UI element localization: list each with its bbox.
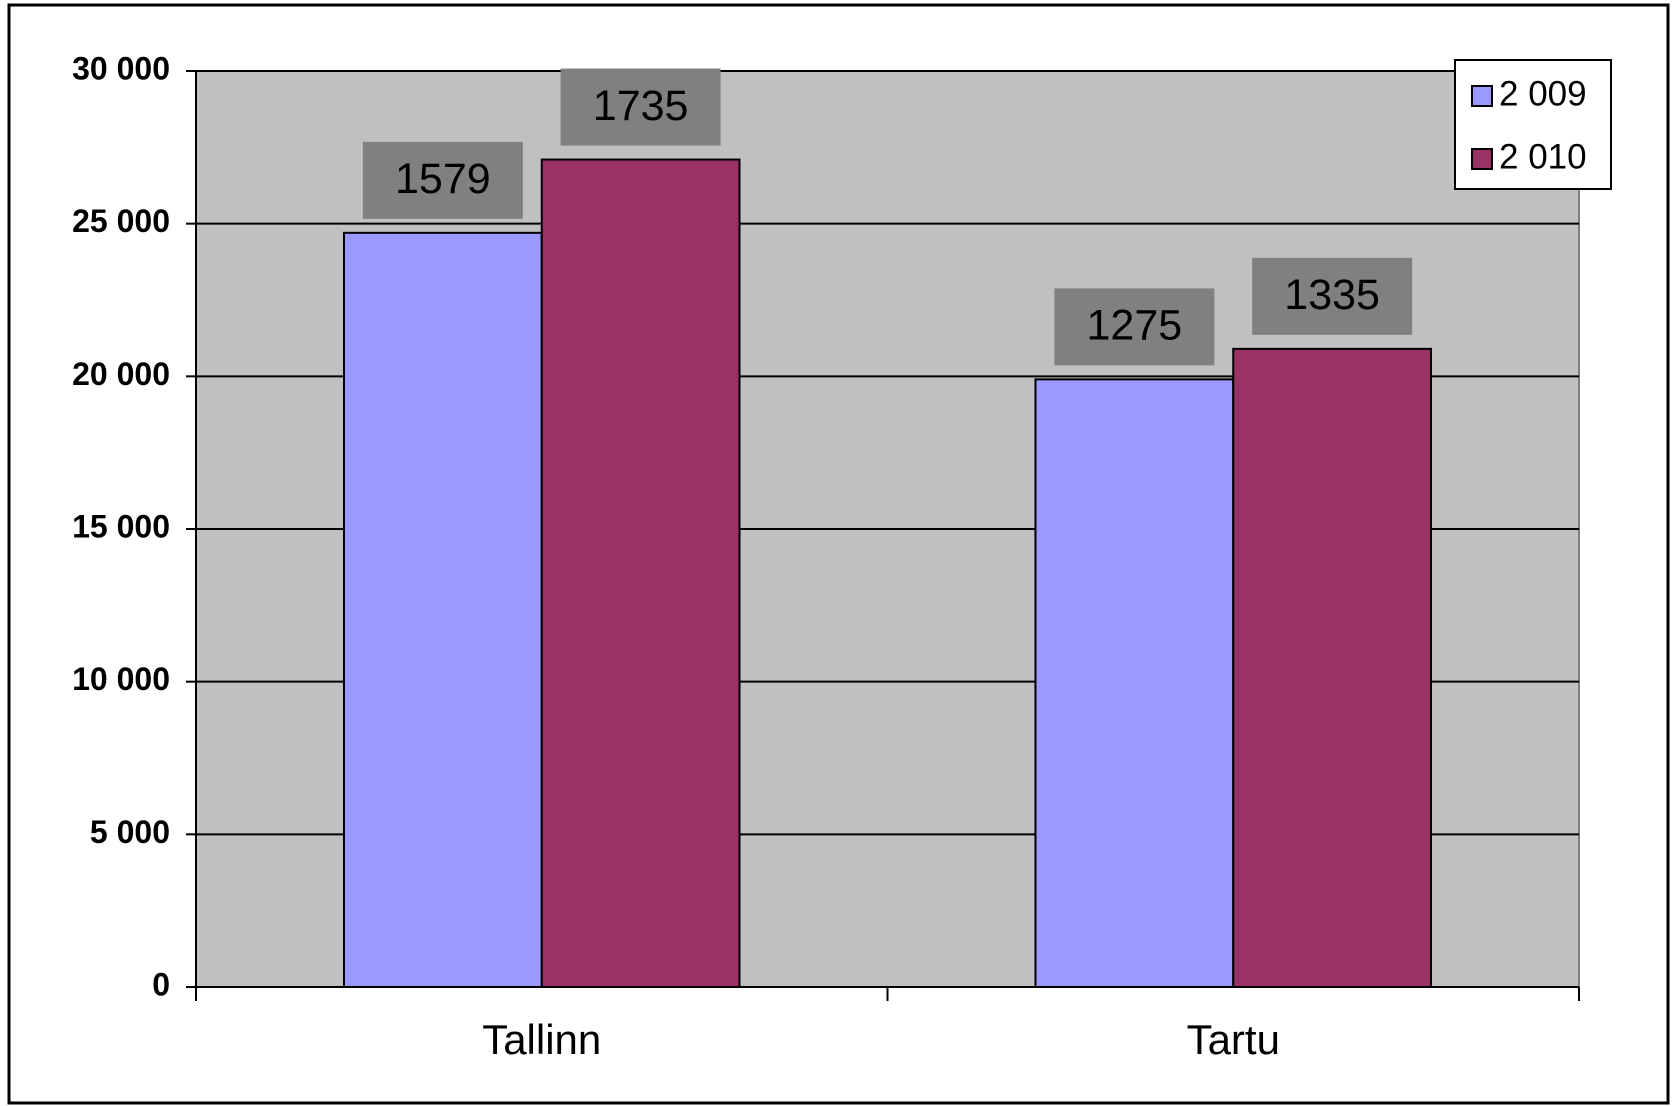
bar (1034, 378, 1235, 988)
data-label: 1735 (593, 82, 689, 130)
legend-swatch (1471, 85, 1493, 107)
y-tick-label: 25 000 (72, 203, 170, 239)
bar (540, 158, 741, 988)
bar (342, 231, 543, 988)
legend-swatch (1471, 148, 1493, 170)
y-tick-label: 20 000 (72, 356, 170, 392)
data-label-box (1252, 257, 1413, 335)
x-tick-label: Tallinn (482, 1016, 601, 1063)
y-tick-label: 15 000 (72, 508, 170, 544)
legend-label: 2 009 (1499, 74, 1587, 113)
bar (1232, 347, 1433, 988)
y-tick-label: 30 000 (72, 50, 170, 86)
data-label-box (560, 68, 721, 146)
data-label: 1275 (1087, 302, 1183, 350)
data-label-box (362, 141, 523, 219)
legend-label: 2 010 (1499, 137, 1587, 176)
data-label-box (1054, 288, 1215, 366)
y-tick-label: 10 000 (72, 661, 170, 697)
y-tick-label: 0 (152, 966, 170, 1002)
data-label: 1579 (395, 155, 491, 203)
y-tick-label: 5 000 (90, 814, 170, 850)
x-tick-label: Tartu (1187, 1016, 1280, 1063)
data-label: 1335 (1284, 271, 1380, 319)
